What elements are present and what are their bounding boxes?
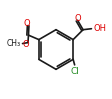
Text: CH₃: CH₃ <box>7 39 21 48</box>
Text: O: O <box>23 40 29 49</box>
Text: O: O <box>74 14 81 23</box>
Text: Cl: Cl <box>70 67 79 76</box>
Text: OH: OH <box>94 24 107 33</box>
Text: O: O <box>23 19 30 28</box>
